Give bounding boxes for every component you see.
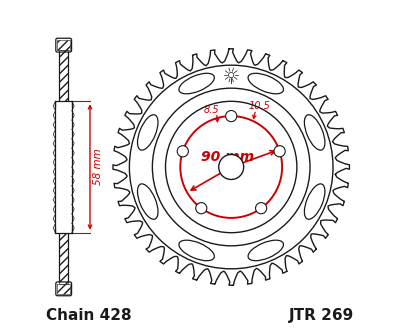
Ellipse shape (179, 240, 214, 261)
Ellipse shape (304, 184, 325, 219)
Text: 8.5: 8.5 (204, 105, 219, 115)
Ellipse shape (248, 73, 284, 94)
Text: JTR 269: JTR 269 (289, 308, 354, 323)
Text: 58 mm: 58 mm (93, 149, 103, 185)
FancyBboxPatch shape (56, 38, 72, 52)
Bar (58, 284, 70, 294)
Polygon shape (113, 49, 350, 285)
Circle shape (129, 65, 333, 269)
Circle shape (226, 111, 237, 122)
Bar (60, 50, 68, 284)
Bar (56, 101, 72, 233)
Bar (58, 40, 70, 50)
Ellipse shape (138, 184, 158, 219)
FancyBboxPatch shape (56, 282, 72, 296)
Circle shape (274, 146, 285, 157)
Ellipse shape (248, 240, 284, 261)
Circle shape (177, 146, 188, 157)
Bar (60, 50, 68, 284)
Circle shape (219, 155, 244, 179)
Text: 90 mm: 90 mm (201, 150, 254, 164)
Ellipse shape (179, 73, 214, 94)
Text: 10.5: 10.5 (248, 101, 270, 111)
Circle shape (256, 203, 267, 214)
Text: Chain 428: Chain 428 (46, 308, 131, 323)
Ellipse shape (304, 115, 325, 150)
Ellipse shape (138, 115, 158, 150)
Circle shape (228, 72, 234, 78)
Circle shape (196, 203, 207, 214)
